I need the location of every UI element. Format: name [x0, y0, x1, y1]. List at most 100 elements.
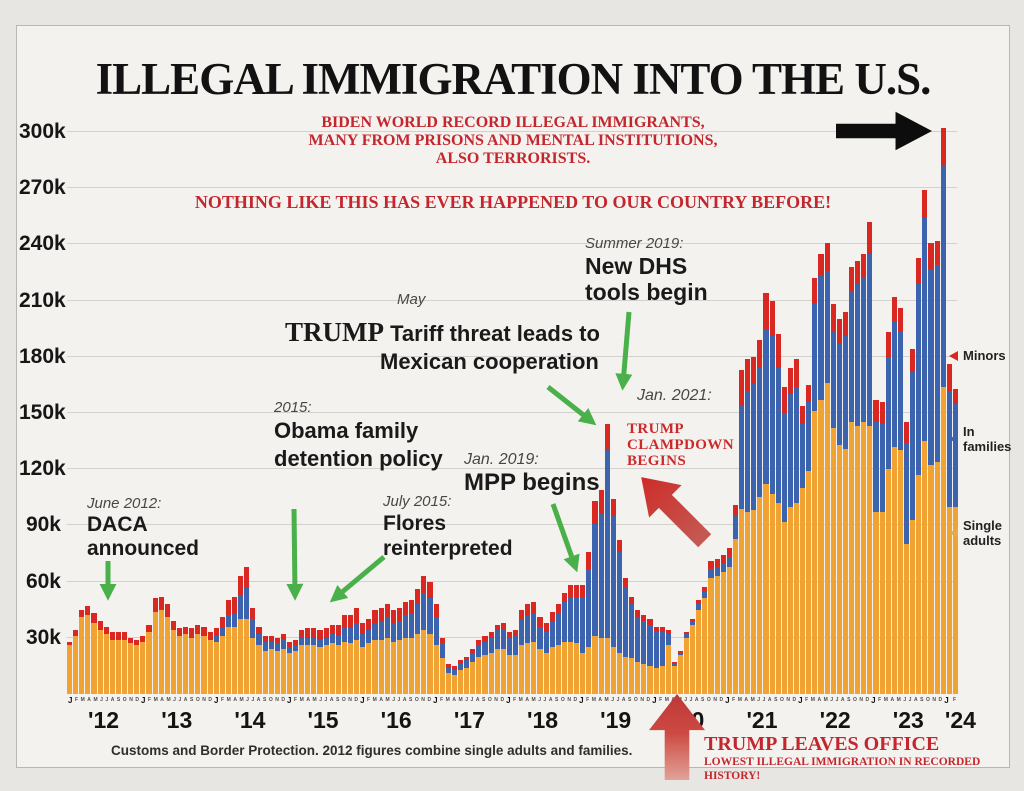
bar-month: [641, 615, 647, 694]
legend-families: In families: [949, 424, 1011, 454]
bar-month: [390, 609, 396, 694]
legend-singles-label2: adults: [963, 533, 1002, 548]
y-tick-label: 270k: [19, 176, 66, 200]
y-tick-label: 30k: [25, 625, 61, 649]
bar-month: [494, 624, 500, 694]
bar-month: [311, 628, 317, 694]
bar-month: [262, 635, 268, 694]
clampdown-arrow-icon: [625, 466, 721, 552]
bar-month: [458, 660, 464, 694]
bar-month: [836, 319, 842, 694]
bar-month: [482, 635, 488, 694]
annotation-clampdown-line2: CLAMPDOWN: [627, 437, 734, 453]
annotation-tariff-emphasis: TRUMP: [285, 317, 384, 347]
bars: [67, 128, 958, 694]
legend-families-label: In families: [963, 424, 1011, 454]
bar-month: [855, 261, 861, 694]
annotation-daca: June 2012: DACA announced: [87, 494, 199, 561]
bar-month: [73, 630, 79, 694]
bar-month: [176, 628, 183, 694]
bar-month: [586, 551, 592, 694]
bar-month: [335, 624, 341, 694]
bar-month: [879, 401, 885, 694]
bar-month: [183, 626, 189, 694]
bar-month: [396, 607, 403, 694]
annotation-dhs-line1: New DHS: [585, 253, 688, 279]
bar-month: [867, 221, 873, 694]
bar-month: [439, 637, 445, 694]
bar-month: [629, 596, 635, 694]
bar-month: [470, 649, 476, 694]
bar-month: [604, 424, 610, 694]
bar-month: [800, 405, 806, 694]
y-tick-label: 60k: [25, 569, 61, 593]
annotation-obama-line2: detention policy: [274, 446, 443, 471]
bar-month: [537, 617, 543, 694]
bar-month: [244, 566, 250, 694]
bar-month: [818, 253, 824, 694]
y-tick-label: 150k: [19, 401, 66, 424]
bar-month: [622, 577, 629, 694]
bar-month: [812, 278, 818, 694]
bar-month: [195, 624, 201, 694]
bar-month: [256, 626, 262, 694]
annotation-leaves-line1: TRUMP LEAVES OFFICE: [704, 733, 940, 755]
annotation-mpp-date: Jan. 2019:: [464, 451, 539, 468]
year-label: '17: [453, 707, 485, 733]
bar-month: [91, 613, 97, 694]
bar-month: [574, 585, 580, 694]
bar-month: [598, 489, 604, 694]
biden-callout-line1: BIDEN WORLD RECORD ILLEGAL IMMIGRANTS,: [321, 114, 705, 131]
bar-month: [464, 656, 470, 694]
bar-month: [146, 624, 152, 694]
bar-month: [500, 622, 506, 694]
bar-month: [665, 630, 671, 694]
bar-month: [702, 587, 708, 694]
bar-month: [952, 388, 958, 694]
bar-month: [415, 589, 421, 694]
bar-month: [250, 607, 256, 694]
y-tick-label: 90k: [25, 513, 61, 537]
bar-month: [940, 128, 946, 694]
bar-month: [922, 190, 928, 694]
annotation-dhs-date: Summer 2019:: [585, 235, 684, 252]
bar-month: [158, 596, 164, 694]
bar-month: [824, 242, 830, 694]
bar-month: [671, 662, 677, 694]
bar-month: [910, 349, 916, 694]
bar-month: [928, 242, 934, 694]
bar-month: [97, 620, 103, 694]
bar-month: [610, 499, 616, 694]
bar-month: [134, 639, 140, 694]
bar-month: [531, 602, 537, 694]
bar-month: [916, 257, 922, 694]
bar-month: [372, 609, 378, 694]
annotation-daca-date: June 2012:: [87, 495, 162, 512]
bar-month: [696, 600, 702, 694]
bar-month: [732, 504, 739, 694]
bar-month: [561, 592, 567, 694]
bar-month: [384, 604, 390, 694]
bar-month: [67, 641, 73, 694]
bar-month: [849, 266, 855, 694]
bar-month: [238, 576, 244, 694]
bar-month: [708, 561, 714, 694]
bar-month: [781, 386, 787, 694]
annotation-flores-line1: Flores: [383, 512, 447, 535]
annotation-mpp: Jan. 2019: MPP begins: [464, 450, 600, 496]
y-tick-label: 300k: [19, 120, 66, 143]
biden-callout: BIDEN WORLD RECORD ILLEGAL IMMIGRANTS, M…: [17, 114, 1009, 168]
annotation-tariff: May TRUMP Tariff threat leads to Mexican…: [285, 290, 615, 376]
year-label: '18: [526, 707, 559, 733]
bar-month: [653, 626, 659, 694]
bar-month: [543, 622, 549, 694]
bar-month: [140, 635, 146, 694]
bar-month: [684, 632, 690, 694]
y-tick-label: 210k: [19, 288, 66, 312]
chart-card: ILLEGAL IMMIGRATION INTO THE U.S. BIDEN …: [16, 25, 1011, 782]
bar-month: [201, 626, 207, 694]
families-triangle-icon: [949, 434, 958, 444]
bar-month: [946, 364, 952, 694]
bar-month: [451, 665, 457, 694]
annotation-leaves-line2: LOWEST ILLEGAL IMMIGRATION IN RECORDED H…: [704, 756, 981, 782]
